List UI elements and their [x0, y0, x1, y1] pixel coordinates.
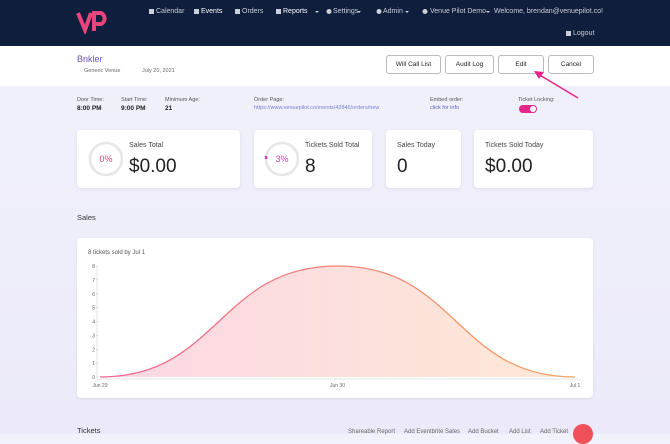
stat-value: $0.00: [129, 156, 177, 178]
y-tick-label: 0: [92, 375, 95, 381]
link[interactable]: Add Eventbrite Sales: [404, 429, 460, 435]
section-heading: Sales: [77, 213, 96, 222]
stat-value: 8: [305, 156, 316, 178]
link[interactable]: Add List: [509, 429, 531, 435]
x-tick-label: Jul 1: [570, 383, 581, 389]
x-tick-label: Jun 30: [330, 383, 345, 389]
y-tick-label: 2: [92, 347, 95, 353]
stat-label: Tickets Sold Today: [485, 142, 543, 149]
y-tick-label: 3: [92, 333, 95, 339]
gauge-label: 0%: [99, 154, 112, 164]
link[interactable]: Add Bucket: [468, 429, 499, 435]
stat-label: Tickets Sold Total: [305, 142, 359, 149]
gauge-label: 3%: [275, 154, 288, 164]
x-tick-label: Jun 29: [92, 383, 107, 389]
y-tick-label: 8: [92, 264, 95, 270]
page: Calendar Events Orders Reports Settings …: [0, 0, 670, 434]
fab-button[interactable]: [573, 424, 593, 444]
link[interactable]: Shareable Report: [348, 429, 395, 435]
y-tick-label: 1: [92, 361, 95, 367]
stat-label: Sales Total: [129, 142, 163, 149]
y-tick-label: 7: [92, 278, 95, 284]
stat-label: Sales Today: [397, 142, 435, 149]
chart: 8 tickets sold by Jul 1 0 1 2 3 4 5 6 7 8 Jun 29 J…: [77, 238, 593, 398]
area: [100, 266, 575, 377]
chart-subtitle: 8 tickets sold by Jul 1: [88, 250, 146, 256]
link[interactable]: Add Ticket: [540, 429, 568, 435]
y-tick-label: 4: [92, 320, 95, 326]
stat-value: $0.00: [485, 156, 533, 178]
y-tick-label: 5: [92, 306, 95, 312]
y-tick-label: 6: [92, 292, 95, 298]
stat-value: 0: [397, 156, 408, 178]
gauges: 0% 3%: [0, 0, 670, 200]
